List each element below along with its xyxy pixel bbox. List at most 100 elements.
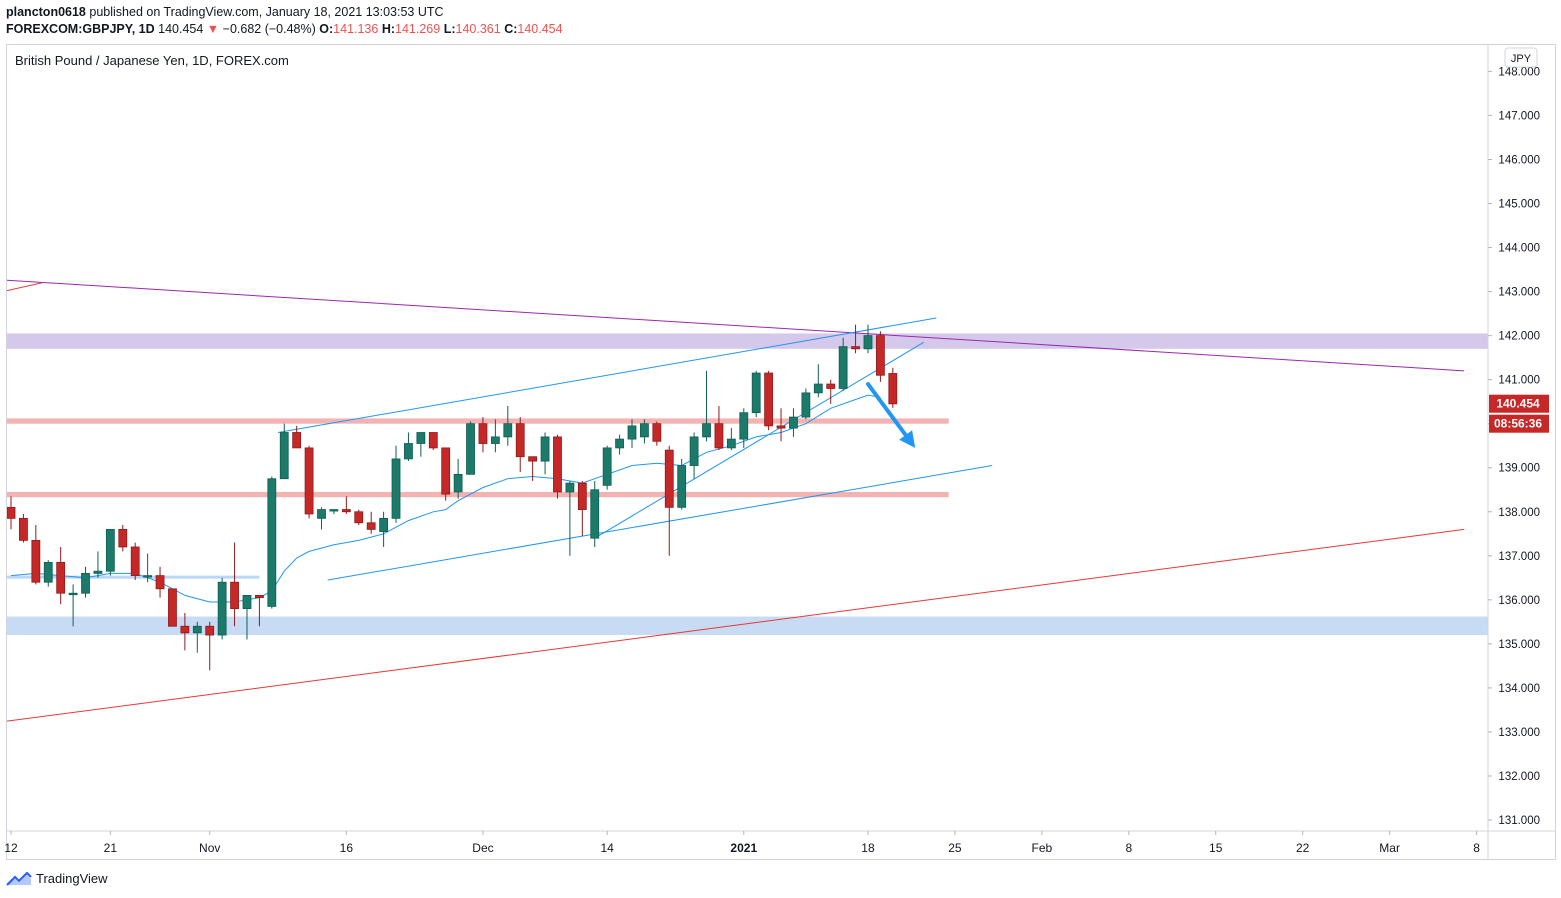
price-tick-label: 136.000 (1498, 595, 1540, 607)
candle-up (726, 438, 736, 449)
candle-up (329, 509, 339, 512)
last-price: 140.454 (158, 22, 204, 36)
candle-up (192, 625, 202, 634)
resistance-zone-purple (7, 333, 1488, 349)
candle-up (93, 570, 103, 574)
candle-up (43, 561, 53, 583)
candle-up (689, 436, 699, 466)
trendline-red (7, 528, 1465, 722)
price-tick-label: 145.000 (1498, 199, 1540, 211)
candle-down (118, 528, 128, 548)
countdown-label: 08:56:36 (1494, 417, 1542, 431)
candle-down (168, 588, 177, 627)
candle-up (838, 346, 848, 389)
candle-up (68, 592, 78, 596)
change-value: −0.682 (−0.48%) (222, 22, 316, 36)
time-tick-label: 14 (600, 841, 614, 855)
price-tick-label: 147.000 (1498, 110, 1540, 122)
price-tick-label: 148.000 (1498, 66, 1540, 78)
last-price-label-bg (1489, 394, 1549, 413)
candle-down (776, 425, 786, 429)
chart-pane[interactable] (6, 44, 1556, 860)
time-tick-label: 25 (948, 841, 962, 855)
open-value: 141.136 (333, 22, 379, 36)
candle-up (801, 392, 811, 418)
channel-lower (327, 465, 993, 581)
candle-up (453, 473, 463, 493)
price-tick-label: 139.000 (1498, 463, 1540, 475)
time-tick-label: Mar (1379, 841, 1400, 855)
time-tick-label: 16 (340, 841, 354, 855)
candle-down (888, 373, 898, 405)
low-label: L: (443, 22, 456, 36)
trendline-purple (7, 279, 1465, 372)
candle-up (466, 423, 475, 475)
price-tick-label: 144.000 (1498, 243, 1540, 255)
chart-legend-title: British Pound / Japanese Yen, 1D, FOREX.… (15, 53, 289, 68)
candle-up (416, 432, 426, 444)
price-tick-label: 131.000 (1498, 815, 1540, 827)
candle-up (81, 573, 90, 594)
candle-up (677, 465, 687, 508)
candle-down (180, 625, 190, 634)
currency-badge (1504, 47, 1538, 68)
candle-down (19, 517, 28, 541)
candle-up (602, 447, 612, 486)
price-tick-label: 132.000 (1498, 771, 1540, 783)
last-price-label: 140.454 (1496, 397, 1540, 411)
candle-up (391, 458, 401, 519)
author-name[interactable]: plancton0618 (6, 5, 86, 19)
change-down-arrow-icon: ▼ (206, 22, 220, 36)
candle-down (7, 506, 16, 519)
footer-brand: TradingView (36, 871, 108, 886)
price-tick-label: 141.000 (1498, 375, 1540, 387)
close-value: 140.454 (517, 22, 563, 36)
price-tick-label: 135.000 (1498, 639, 1540, 651)
tradingview-logo-icon (6, 871, 32, 886)
support-zone-red-lower (7, 491, 949, 498)
time-tick-label: 8 (1125, 841, 1132, 855)
candle-up (105, 528, 115, 572)
candle-down (304, 447, 314, 515)
symbol-ohlc-line: FOREXCOM:GBPJPY, 1D 140.454 ▼ −0.682 (−0… (6, 22, 563, 36)
tradingview-footer[interactable]: TradingView (6, 871, 108, 886)
candle-down (478, 423, 488, 444)
price-tick-label: 143.000 (1498, 287, 1540, 299)
candle-down (292, 432, 302, 449)
currency-label: JPY (1511, 53, 1532, 65)
high-label: H: (381, 22, 396, 36)
candle-up (627, 425, 637, 440)
candle-up (590, 489, 600, 539)
close-label: C: (504, 22, 518, 36)
price-tick-label: 133.000 (1498, 727, 1540, 739)
price-tick-label: 146.000 (1498, 154, 1540, 166)
price-tick-label: 142.000 (1498, 331, 1540, 343)
candle-down (664, 449, 674, 508)
candle-down (31, 539, 41, 583)
candle-down (876, 335, 885, 376)
candle-up (503, 423, 513, 438)
time-tick-label: 12 (4, 841, 18, 855)
candle-down (577, 482, 587, 510)
candle-up (404, 443, 413, 460)
forecast-arrow-shaft (865, 382, 908, 438)
time-tick-label: 8 (1473, 841, 1480, 855)
candle-up (640, 423, 649, 438)
candle-up (565, 482, 575, 493)
candle-up (267, 478, 277, 607)
candle-up (863, 335, 873, 350)
published-text: published on TradingView.com, January 18… (89, 5, 444, 19)
candle-up (217, 581, 227, 636)
low-value: 140.361 (455, 22, 501, 36)
candle-up (615, 438, 624, 449)
candle-down (366, 522, 376, 530)
price-tick-label: 138.000 (1498, 507, 1540, 519)
candle-up (279, 432, 289, 480)
candle-down (553, 436, 562, 493)
forecast-arrow-head (899, 430, 916, 448)
candle-down (528, 456, 538, 462)
candle-down (254, 595, 264, 599)
time-tick-label: 15 (1209, 841, 1223, 855)
resistance-zone-red-upper (7, 418, 949, 424)
